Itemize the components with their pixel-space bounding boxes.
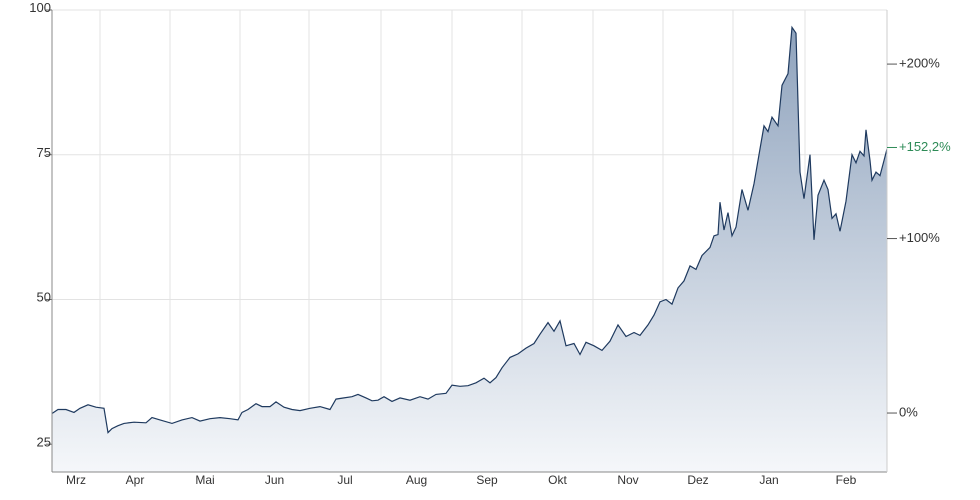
y2-tick-label: 0% [899,404,918,419]
x-tick-label: Mai [195,473,214,487]
x-tick-label: Jan [759,473,778,487]
line [51,25,888,434]
x-tick-label: Nov [617,473,638,487]
x-tick-label: Okt [548,473,567,487]
y-tick-label: 75 [37,145,51,160]
y-tick-label: 50 [37,290,51,305]
area [52,27,887,473]
x-tick-label: Jun [265,473,284,487]
y-tick-label: 25 [37,434,51,449]
current-label: +152,2% [899,139,951,154]
x-tick-label: Apr [126,473,145,487]
x-tick-label: Aug [406,473,427,487]
y2-tick-label: +200% [899,56,940,71]
x-tick-label: Mrz [66,473,86,487]
x-tick-label: Dez [687,473,708,487]
x-tick-label: Sep [476,473,498,487]
x-tick-label: Feb [836,473,857,487]
y2-tick-label: +100% [899,230,940,245]
x-tick-label: Jul [337,473,352,487]
y-tick-label: 100 [29,0,51,15]
